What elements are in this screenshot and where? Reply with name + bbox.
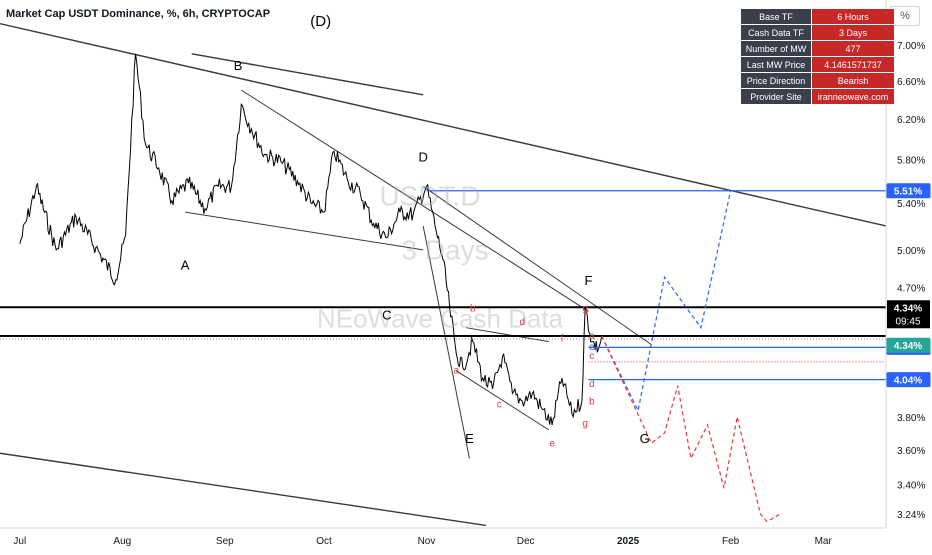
info-value: 6 Hours (812, 9, 894, 24)
wave-label: G (640, 431, 650, 446)
y-tick-label: 3.24% (897, 510, 925, 521)
info-row: Last MW Price 4.1461571737 (741, 57, 894, 72)
price-line[interactable] (19, 53, 603, 426)
info-value: 3 Days (812, 25, 894, 40)
x-tick-label: Feb (722, 536, 740, 547)
wave-label: a (589, 331, 595, 342)
y-tick-label: 6.60% (897, 77, 925, 88)
trendline-b[interactable] (191, 53, 424, 96)
wave-labels: (D) B A C D E F Ga b c d e f g a b c d e g (181, 13, 650, 449)
info-value: iranneowave.com (812, 89, 894, 104)
info-key: Cash Data TF (741, 25, 811, 40)
y-tick-label: 6.20% (897, 115, 925, 126)
info-key: Provider Site (741, 89, 811, 104)
wave-label: e (549, 438, 555, 449)
trendline-upper[interactable] (0, 22, 887, 227)
wave-label: b (589, 396, 595, 407)
chart-title: Market Cap USDT Dominance, %, 6h, CRYPTO… (6, 8, 271, 20)
level-price-tag[interactable] (886, 372, 931, 388)
price-line-group (19, 53, 603, 426)
info-key: Price Direction (741, 73, 811, 88)
x-tick-label: 2025 (617, 536, 640, 547)
info-key: Last MW Price (741, 57, 811, 72)
y-tick-label: 3.60% (897, 446, 925, 457)
wave-label: (D) (310, 13, 331, 30)
trendline-a[interactable] (185, 211, 424, 251)
info-row: Cash Data TF 3 Days (741, 25, 894, 40)
wave-label: g (582, 303, 588, 314)
wave-label: d (589, 379, 595, 390)
current-price-tag-text: 4.34% (894, 341, 922, 352)
y-tick-label: 5.00% (897, 246, 925, 257)
wave-label: e (589, 342, 595, 353)
level-price-tag-text: 4.04% (894, 376, 922, 387)
x-tick-label: Dec (517, 536, 535, 547)
x-tick-label: Nov (418, 536, 436, 547)
blue-projection[interactable] (601, 190, 732, 413)
info-value: 477 (812, 41, 894, 56)
trendline-d2[interactable] (422, 185, 652, 345)
wave-label: g (582, 419, 588, 430)
info-key: Base TF (741, 9, 811, 24)
red-projection[interactable] (601, 335, 781, 523)
level-price-tag[interactable] (886, 183, 931, 199)
trendline-d[interactable] (241, 89, 589, 312)
y-tick-label: 5.80% (897, 155, 925, 166)
wave-label: F (584, 273, 592, 288)
x-tick-label: Aug (113, 536, 131, 547)
trendlines (0, 22, 887, 527)
last-price-tag[interactable] (887, 300, 930, 329)
wave-label: B (234, 58, 243, 73)
info-row: Price Direction Bearish (741, 73, 894, 88)
x-tick-label: Sep (216, 536, 234, 547)
wave-label: a (453, 366, 459, 377)
neowave-info-table: Base TF 6 Hours Cash Data TF 3 Days Number o… (740, 8, 895, 105)
wave-label: b (470, 303, 476, 314)
x-tick-label: Oct (316, 536, 332, 547)
projection-paths (601, 190, 781, 523)
wave-label: c (589, 351, 594, 362)
watermark-text: NEoWave Cash Data (317, 304, 564, 334)
x-tick-label: Jul (13, 536, 26, 547)
y-tick-label: 7.00% (897, 41, 925, 52)
trendline-e[interactable] (422, 225, 470, 459)
last-price-tag-text: 4.34% (894, 303, 922, 314)
trendline-bd[interactable] (466, 327, 549, 343)
y-tick-label: 5.40% (897, 199, 925, 210)
y-tick-label: 3.80% (897, 413, 925, 424)
wave-label: A (181, 258, 190, 273)
info-row: Number of MW 477 (741, 41, 894, 56)
wave-label: D (418, 150, 427, 165)
wave-label: E (465, 431, 474, 446)
wave-label: c (497, 399, 502, 410)
current-price-tag[interactable] (886, 337, 931, 353)
wave-label: f (561, 334, 564, 345)
watermark-text: 3 Days (401, 235, 488, 266)
info-row: Provider Site iranneowave.com (741, 89, 894, 104)
watermark-text: USDT.D (379, 180, 480, 211)
trendline-lower[interactable] (0, 452, 487, 527)
horizontal-levels (0, 190, 886, 381)
y-tick-label: 4.70% (897, 284, 925, 295)
info-row: Base TF 6 Hours (741, 9, 894, 24)
trendline-c[interactable] (455, 370, 550, 431)
level-price-tag-text: 5.51% (894, 187, 922, 198)
wave-label: d (520, 317, 526, 328)
info-value: 4.1461571737 (812, 57, 894, 72)
countdown-text: 09:45 (895, 316, 920, 327)
info-value: Bearish (812, 73, 894, 88)
x-tick-label: Mar (815, 536, 833, 547)
wave-label: C (382, 307, 391, 322)
y-tick-label: 3.40% (897, 481, 925, 492)
info-key: Number of MW (741, 41, 811, 56)
watermark: USDT.D 3 Days NEoWave Cash Data (317, 180, 564, 333)
